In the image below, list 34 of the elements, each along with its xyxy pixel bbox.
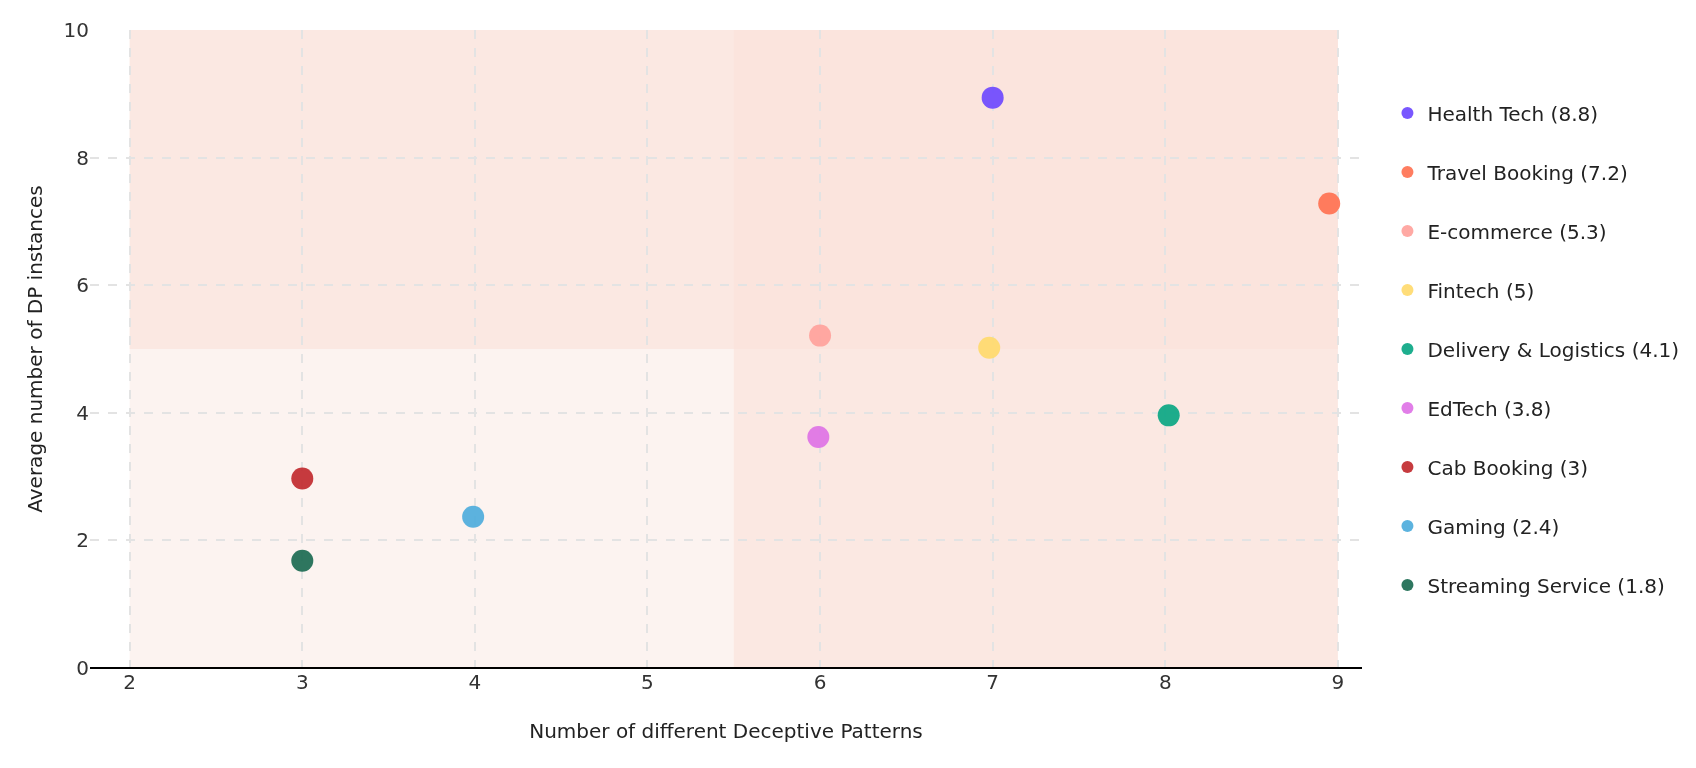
y-tick-label: 2: [76, 528, 89, 553]
legend-label: Delivery & Logistics (4.1): [1427, 337, 1680, 362]
point: [809, 324, 832, 347]
x-tick-label: 4: [468, 670, 482, 694]
x-tick-label: 2: [123, 670, 137, 694]
y-tick-label: 4: [76, 400, 89, 425]
point: [978, 336, 1001, 359]
point: [462, 505, 485, 528]
x-tick-label: 7: [986, 670, 1000, 694]
x-tick-label: 5: [641, 670, 654, 694]
y-tick-label: 8: [76, 145, 89, 170]
point: [807, 426, 830, 449]
legend-label: E-commerce (5.3): [1427, 219, 1607, 244]
y-axis-title: Average number of DP instances: [23, 185, 48, 513]
point: [291, 467, 314, 490]
x-tick-label: 6: [813, 670, 827, 694]
x-tick-label: 3: [295, 670, 309, 694]
x-tick-label: 8: [1158, 670, 1172, 694]
legend-label: Gaming (2.4): [1427, 514, 1560, 539]
legend-label: Streaming Service (1.8): [1427, 573, 1665, 598]
legend-label: Cab Booking (3): [1427, 455, 1589, 480]
point: [291, 549, 314, 572]
y-tick-label: 10: [63, 18, 89, 42]
legend-label: Health Tech (8.8): [1427, 101, 1599, 126]
legend-label: Travel Booking (7.2): [1426, 160, 1628, 185]
x-axis-title: Number of different Deceptive Patterns: [529, 718, 923, 743]
legend-label: Fintech (5): [1427, 278, 1535, 303]
point: [1157, 404, 1180, 427]
point: [981, 86, 1004, 109]
x-tick-label: 9: [1331, 670, 1345, 694]
legend-label: EdTech (3.8): [1427, 396, 1552, 421]
point: [1318, 192, 1341, 215]
y-tick-label: 6: [76, 273, 89, 298]
y-tick-label: 0: [76, 656, 89, 680]
